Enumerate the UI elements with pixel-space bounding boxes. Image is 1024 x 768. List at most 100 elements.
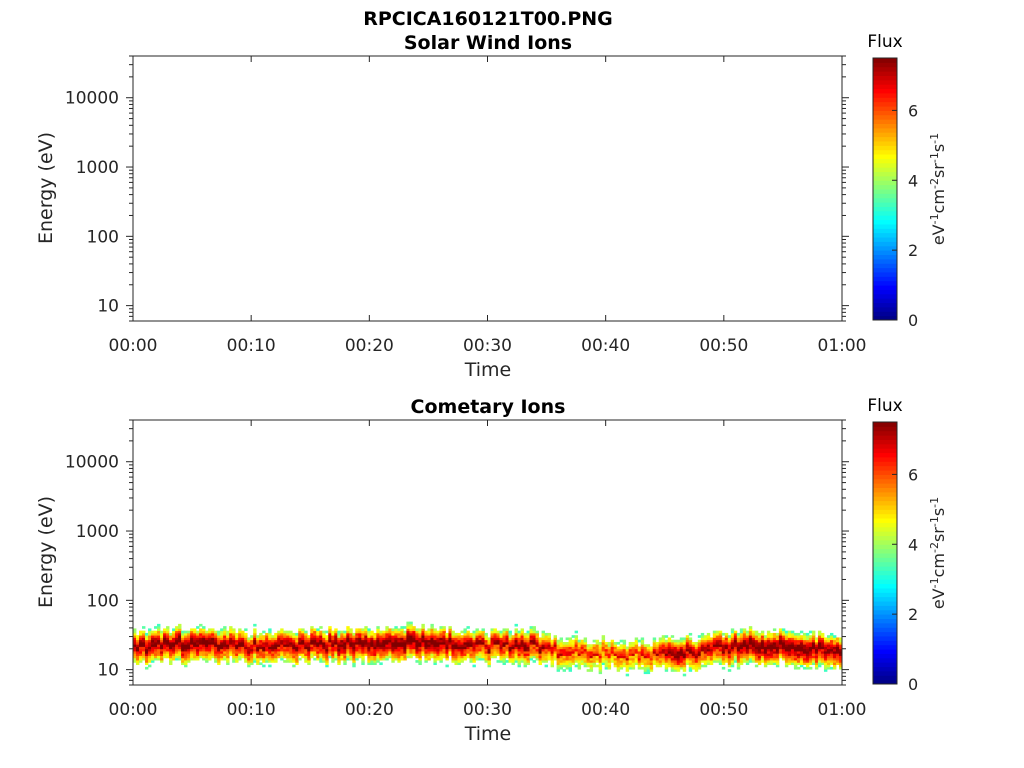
heatmap-cell <box>604 666 609 670</box>
heatmap-cell <box>562 648 567 652</box>
heatmap-cell <box>436 639 440 643</box>
heatmap-cell <box>739 632 744 636</box>
heatmap-cell <box>202 630 206 634</box>
heatmap-cell <box>277 632 281 636</box>
heatmap-cell <box>292 635 296 638</box>
heatmap-cell <box>133 648 137 652</box>
heatmap-cell <box>625 669 630 672</box>
heatmap-cell <box>193 657 197 661</box>
heatmap-cell <box>598 641 603 645</box>
heatmap-cell <box>550 644 554 647</box>
heatmap-cell <box>457 644 461 647</box>
heatmap-cell <box>220 646 224 650</box>
heatmap-cell <box>610 639 615 643</box>
heatmap-cell <box>673 644 678 647</box>
colorbar-swatch <box>873 509 897 515</box>
heatmap-cell <box>463 646 467 650</box>
heatmap-cell <box>598 671 603 675</box>
heatmap-cell <box>328 632 332 636</box>
heatmap-cell <box>511 653 515 656</box>
heatmap-cell <box>655 660 660 663</box>
heatmap-cell <box>565 641 570 645</box>
heatmap-cell <box>184 646 188 650</box>
heatmap-cell <box>610 657 615 661</box>
heatmap-cell <box>706 651 711 654</box>
heatmap-cell <box>556 666 560 670</box>
heatmap-cell <box>769 660 774 663</box>
heatmap-cell <box>481 655 485 659</box>
heatmap-cell <box>568 639 573 643</box>
heatmap-cell <box>541 637 545 641</box>
heatmap-cell <box>430 637 434 641</box>
heatmap-cell <box>619 653 624 656</box>
heatmap-cell <box>355 651 359 654</box>
colorbar-swatch <box>873 513 897 519</box>
heatmap-cell <box>136 657 140 661</box>
heatmap-cell <box>373 646 377 650</box>
colorbar-swatch <box>873 280 897 286</box>
heatmap-cell <box>160 660 164 663</box>
heatmap-cell <box>385 648 389 652</box>
heatmap-cell <box>166 651 170 654</box>
heatmap-cell <box>451 639 455 643</box>
heatmap-cell <box>334 646 338 650</box>
heatmap-cell <box>331 639 335 643</box>
heatmap-cell <box>532 628 536 632</box>
heatmap-cell <box>577 651 582 654</box>
heatmap-cell <box>583 664 588 668</box>
heatmap-cell <box>601 646 606 650</box>
heatmap-cell <box>508 657 512 661</box>
heatmap-cell <box>565 651 570 654</box>
heatmap-cell <box>310 639 314 643</box>
heatmap-cell <box>352 660 356 663</box>
heatmap-cell <box>712 630 717 634</box>
heatmap-cell <box>514 648 518 652</box>
heatmap-cell <box>820 641 825 645</box>
heatmap-cell <box>757 662 762 666</box>
heatmap-cell <box>202 628 206 632</box>
colorbar-tick-label: 2 <box>908 241 918 260</box>
heatmap-cell <box>193 648 197 652</box>
heatmap-cell <box>592 657 597 661</box>
colorbar-swatch <box>873 62 897 68</box>
heatmap-cell <box>133 630 137 634</box>
heatmap-cell <box>178 626 182 629</box>
heatmap-cell <box>475 657 479 661</box>
heatmap-cell <box>325 630 329 634</box>
heatmap-cell <box>460 653 464 656</box>
heatmap-cell <box>541 646 545 650</box>
heatmap-cell <box>655 655 660 659</box>
colorbar-swatch <box>873 136 897 142</box>
heatmap-cell <box>397 657 401 661</box>
heatmap-cell <box>634 655 639 659</box>
colorbar-swatch <box>873 426 897 432</box>
heatmap-cell <box>322 646 326 650</box>
heatmap-cell <box>556 669 560 672</box>
heatmap-cell <box>664 635 669 638</box>
heatmap-cell <box>313 648 317 652</box>
heatmap-cell <box>808 651 813 654</box>
heatmap-cell <box>415 644 419 647</box>
heatmap-cell <box>745 646 750 650</box>
heatmap-cell <box>169 641 173 645</box>
heatmap-cell <box>607 646 612 650</box>
heatmap-cell <box>172 657 176 661</box>
heatmap-cell <box>598 657 603 661</box>
heatmap-cell <box>223 657 227 661</box>
heatmap-cell <box>202 644 206 647</box>
colorbar-swatch <box>873 478 897 484</box>
heatmap-cell <box>175 630 179 634</box>
heatmap-cell <box>448 630 452 634</box>
heatmap-cell <box>415 632 419 636</box>
heatmap-cell <box>730 639 735 643</box>
heatmap-cell <box>169 635 173 638</box>
heatmap-cell <box>400 646 404 650</box>
heatmap-cell <box>739 628 744 632</box>
heatmap-cell <box>325 637 329 641</box>
heatmap-cell <box>343 646 347 650</box>
heatmap-cell <box>697 666 702 670</box>
x-ticks: 00:00 00:10 00:20 00:30 00:40 00:50 01:00 <box>109 420 867 720</box>
heatmap-cell <box>505 655 509 659</box>
heatmap-cell <box>337 639 341 643</box>
heatmap-cell <box>415 651 419 654</box>
